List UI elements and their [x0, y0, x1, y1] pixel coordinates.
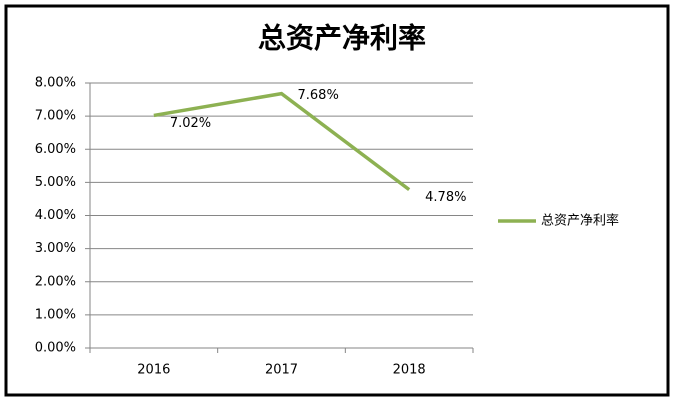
y-tick-label: 3.00% — [35, 241, 76, 256]
chart-title: 总资产净利率 — [258, 22, 426, 55]
y-tick-label: 2.00% — [35, 274, 76, 289]
y-tick-label: 5.00% — [35, 175, 76, 190]
x-tick-label: 2016 — [137, 363, 170, 378]
data-label: 4.78% — [425, 190, 466, 205]
y-tick-label: 7.00% — [35, 109, 76, 124]
legend-label: 总资产净利率 — [541, 213, 619, 229]
data-line — [153, 91, 411, 192]
y-tick-label: 1.00% — [35, 307, 76, 322]
y-tick-label: 0.00% — [35, 341, 76, 356]
x-tick-label: 2018 — [393, 363, 426, 378]
x-tick-label: 2017 — [265, 363, 298, 378]
y-tick-label: 8.00% — [35, 76, 76, 91]
data-label: 7.68% — [298, 88, 339, 103]
y-tick-label: 4.00% — [35, 208, 76, 223]
chart-border — [4, 4, 670, 397]
data-label: 7.02% — [170, 116, 211, 131]
y-tick-label: 6.00% — [35, 142, 76, 157]
